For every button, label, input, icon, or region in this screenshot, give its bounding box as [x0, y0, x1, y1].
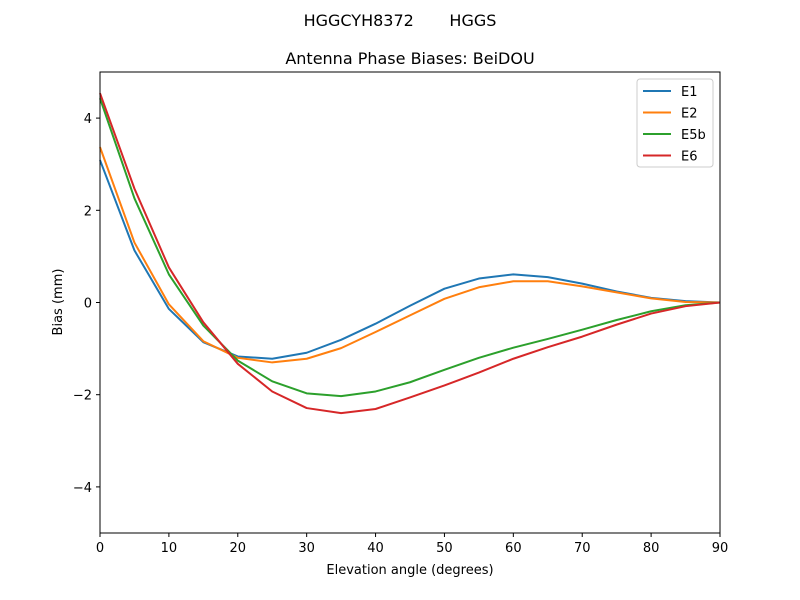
x-tick-label: 60 [505, 541, 522, 556]
x-tick-label: 30 [298, 541, 315, 556]
y-axis-label: Bias (mm) [51, 269, 66, 336]
x-tick-label: 70 [574, 541, 591, 556]
series-layer [99, 92, 721, 415]
x-tick-label: 80 [643, 541, 660, 556]
suptitle: HGGCYH8372 HGGS [304, 11, 497, 30]
y-axis: −4 −2 0 2 4 [73, 112, 100, 496]
x-tick-label: 0 [96, 541, 104, 556]
y-tick-label: 4 [84, 112, 92, 127]
legend-label: E6 [681, 150, 698, 165]
plot-frame [99, 71, 721, 534]
legend-label: E2 [681, 107, 698, 122]
x-tick-label: 40 [367, 541, 384, 556]
series-line-e2 [99, 146, 721, 364]
legend: E1 E2 E5b E6 [636, 78, 714, 168]
chart-title: Antenna Phase Biases: BeiDOU [285, 49, 534, 68]
x-axis-label: Elevation angle (degrees) [326, 563, 493, 578]
series-line-e5b [99, 97, 721, 398]
y-tick-label: 2 [84, 204, 92, 219]
x-axis: 0 10 20 30 40 50 60 70 80 90 [96, 533, 728, 556]
legend-label: E5b [681, 128, 706, 143]
x-tick-label: 20 [230, 541, 247, 556]
y-tick-label: 0 [84, 297, 92, 312]
y-tick-label: −4 [73, 481, 92, 496]
y-tick-label: −2 [73, 389, 92, 404]
x-tick-label: 90 [712, 541, 729, 556]
series-line-e6 [99, 92, 721, 415]
x-tick-label: 10 [161, 541, 178, 556]
x-tick-label: 50 [436, 541, 453, 556]
legend-label: E1 [681, 85, 698, 100]
legend-box [636, 78, 714, 168]
